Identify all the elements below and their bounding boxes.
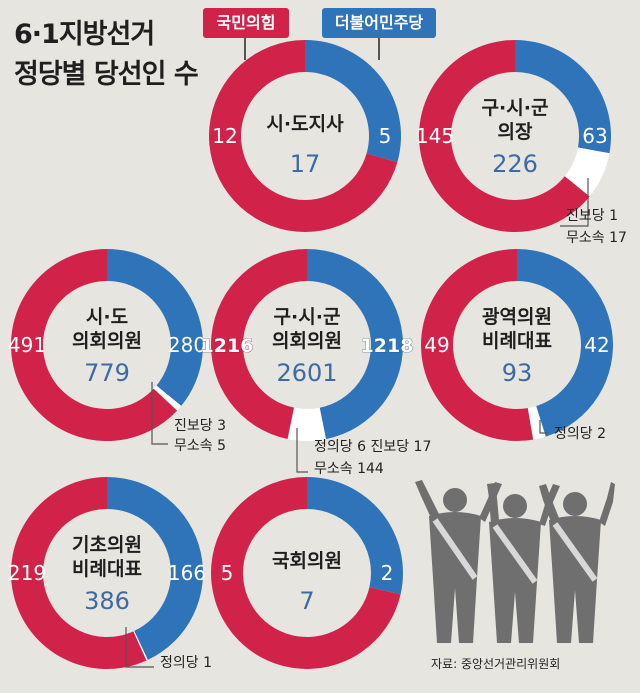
legend-blue-pointer (378, 38, 380, 60)
chart-category-label: 시·도지사 (266, 113, 344, 135)
candidates-figure (415, 480, 615, 643)
segment-value-label: 1218 (361, 335, 414, 357)
note-leader-line (125, 627, 154, 668)
donut-segment-blue (107, 477, 204, 660)
note-text: 무소속 144 (314, 461, 384, 477)
segment-value-label: 49 (424, 333, 449, 357)
donut-segment-red (418, 40, 590, 233)
legend-red-pointer (244, 38, 246, 60)
legend-red: 국민의힘 (203, 8, 289, 38)
note-text: 무소속 5 (174, 438, 226, 454)
chart-category-label: 구·시·군 (482, 97, 549, 119)
segment-value-label: 145 (416, 124, 454, 148)
legend-blue: 더불어민주당 (322, 8, 436, 38)
segment-value-label: 12 (212, 124, 237, 148)
note-text: 정의당 6 진보당 17 (314, 439, 431, 455)
donut-segment-red (10, 477, 147, 669)
segment-value-label: 42 (584, 333, 609, 357)
donut-segment-other (133, 630, 148, 661)
donut-segment-other (287, 407, 327, 442)
note-text: 정의당 2 (554, 426, 606, 442)
note-leader-line (539, 420, 548, 434)
chart-category-label: 의장 (498, 121, 533, 143)
note-text: 진보당 3 (174, 418, 226, 434)
segment-value-label: 63 (582, 124, 607, 148)
note-leader-line (560, 178, 589, 227)
note-text: 진보당 1 (566, 208, 618, 224)
chart-category-label: 의회의원 (272, 330, 342, 352)
chart-category-label: 기초의원 (72, 534, 142, 556)
donut-segment-red (11, 249, 178, 441)
segment-value-label: 5 (379, 124, 392, 148)
title-line-2: 정당별 당선인 수 (14, 59, 199, 90)
segment-value-label: 2 (381, 561, 394, 585)
donut-segment-blue (307, 477, 403, 595)
chart-category-label: 의회의원 (72, 330, 142, 352)
title-line-1: 6·1지방선거 (14, 19, 155, 50)
donut-segment-blue (515, 40, 611, 154)
donut-segment-other (527, 406, 546, 440)
chart-category-label: 비례대표 (72, 558, 142, 580)
donut-segment-blue (517, 249, 614, 437)
donut-segment-red (209, 40, 398, 232)
donut-segment-red (421, 249, 534, 441)
donut-segment-red (211, 477, 401, 670)
chart-total: 7 (299, 587, 314, 615)
segment-value-label: 166 (168, 561, 206, 585)
segment-value-label: 280 (168, 333, 206, 357)
note-leader-line (296, 428, 308, 473)
chart-category-label: 시·도 (86, 306, 128, 328)
segment-value-label: 491 (8, 333, 46, 357)
note-text: 정의당 1 (160, 655, 212, 671)
source-note: 자료: 중앙선거관리위원회 (431, 657, 561, 671)
segment-value-label: 5 (221, 561, 234, 585)
chart-total: 2601 (276, 359, 337, 387)
donut-segment-other (564, 147, 610, 197)
chart-total: 779 (84, 359, 130, 387)
chart-category-label: 비례대표 (482, 330, 552, 352)
chart-category-label: 광역의원 (482, 306, 552, 328)
segment-value-label: 1216 (201, 335, 254, 357)
chart-category-label: 국회의원 (272, 550, 342, 572)
chart-total: 93 (502, 359, 533, 387)
note-leader-line (151, 382, 168, 445)
chart-category-label: 구·시·군 (274, 306, 341, 328)
donut-segment-blue (305, 40, 402, 163)
donut-segment-blue (307, 249, 404, 440)
note-text: 무소속 17 (566, 230, 627, 246)
chart-total: 226 (492, 150, 538, 178)
segment-value-label: 219 (8, 561, 46, 585)
donut-segment-other (153, 385, 182, 411)
chart-total: 17 (290, 150, 321, 178)
donut-segment-red (210, 249, 307, 440)
donut-segment-blue (107, 249, 204, 406)
chart-total: 386 (84, 587, 130, 615)
